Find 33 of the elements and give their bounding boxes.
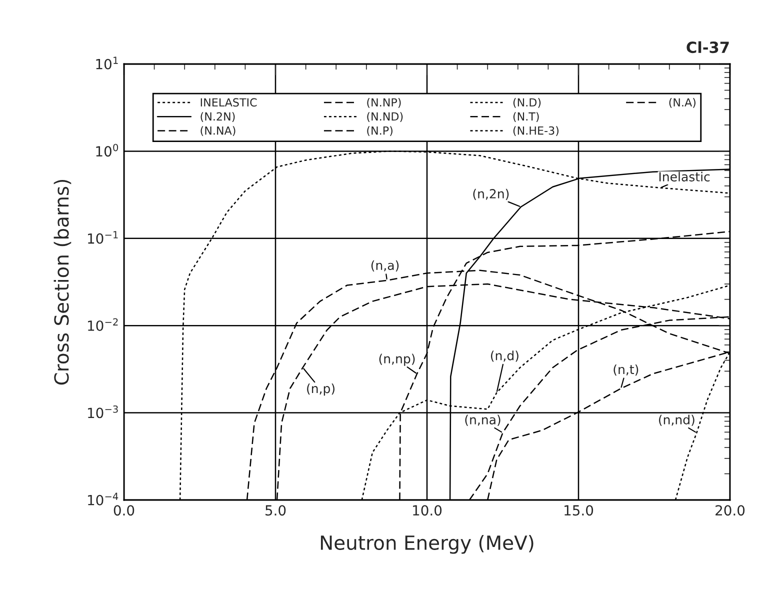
x-tick-label: 10.0	[413, 505, 442, 516]
annotation: (n,2n)	[473, 188, 509, 200]
x-tick-label: 5.0	[266, 505, 286, 516]
legend-label: (N.P)	[367, 126, 392, 136]
annotation: (n,np)	[379, 354, 415, 366]
x-axis-title: Neutron Energy (MeV)	[320, 534, 534, 554]
annotation: (n,na)	[465, 414, 500, 426]
y-tick-label: 10$^{−3}$	[88, 405, 118, 418]
y-tick-label: 10$^{−2}$	[88, 318, 118, 331]
y-tick-label: 10$^{1}$	[96, 56, 118, 70]
annotation: (n,a)	[371, 260, 399, 272]
legend-label: (N.NP)	[367, 98, 401, 108]
legend-label: (N.D)	[513, 98, 541, 108]
legend-label: INELASTIC	[200, 98, 257, 107]
x-tick-label: 15.0	[564, 505, 594, 516]
legend-label: (N.T)	[513, 112, 539, 122]
x-tick-label: 0.0	[114, 505, 134, 516]
annotation: (n,t)	[614, 364, 638, 376]
chart-title: Cl-37	[686, 41, 729, 54]
y-tick-label: 10$^{−4}$	[88, 492, 118, 506]
legend-label: (N.NA)	[200, 126, 236, 136]
legend-label: (N.ND)	[367, 112, 403, 122]
annotation: (n,nd)	[658, 414, 694, 426]
annotation: (n,p)	[307, 384, 334, 396]
annotation: Inelastic	[659, 172, 710, 182]
annotation: (n,d)	[490, 350, 518, 362]
legend-label: (N.HE-3)	[513, 126, 558, 136]
y-tick-label: 10$^{0}$	[96, 144, 118, 157]
x-tick-label: 20.0	[716, 505, 745, 516]
y-axis-title: Cross Section (barns)	[54, 180, 72, 385]
legend-label: (N.A)	[669, 98, 696, 108]
y-tick-label: 10$^{−1}$	[88, 231, 118, 244]
legend-label: (N.2N)	[200, 112, 235, 122]
